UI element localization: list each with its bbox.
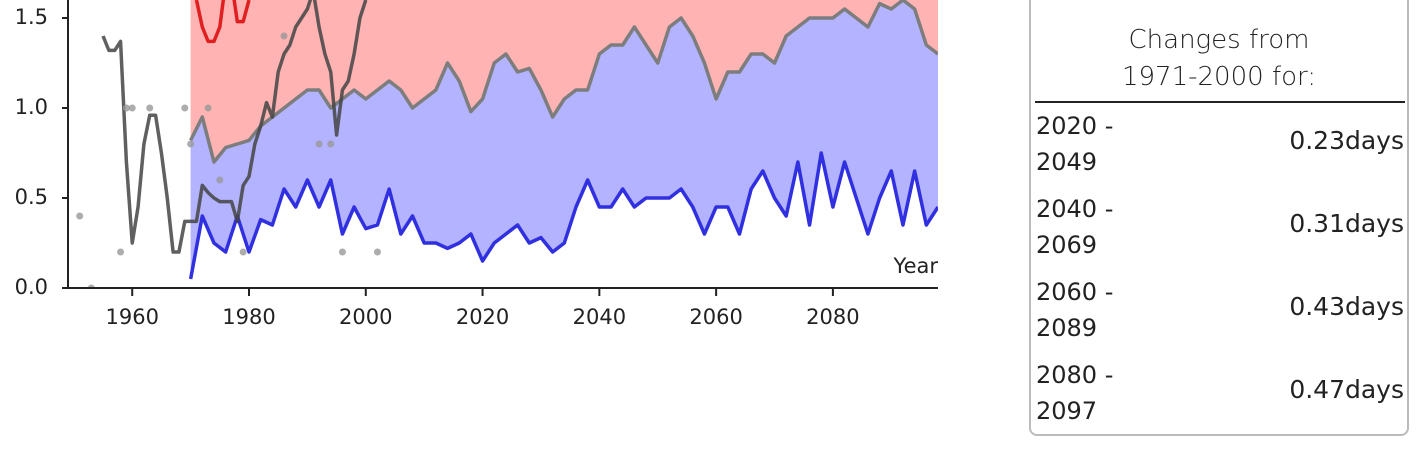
summary-panel: Changes from 1971-2000 for: 2020 - 2049 0… bbox=[1029, 0, 1409, 436]
change-value: 0.47days bbox=[1289, 375, 1404, 404]
divider bbox=[1035, 101, 1405, 103]
x-tick-label: 2040 bbox=[573, 305, 626, 329]
dot bbox=[280, 32, 288, 40]
x-tick-label: 2060 bbox=[689, 305, 742, 329]
y-tick-label: 1.0 bbox=[15, 95, 48, 119]
x-axis-label: Year bbox=[893, 254, 939, 278]
y-tick-label: 0.0 bbox=[15, 275, 48, 299]
dot bbox=[128, 104, 136, 112]
panel-title: Changes from 1971-2000 for: bbox=[1121, 25, 1317, 92]
dot bbox=[204, 104, 212, 112]
period: 2040 - 2069 bbox=[1036, 195, 1114, 259]
x-tick-label: 1980 bbox=[222, 305, 275, 329]
line bbox=[188, 151, 938, 280]
table-row: 2020 - 2049 0.23days bbox=[1036, 104, 1404, 187]
dot bbox=[373, 248, 381, 256]
period: 2020 - 2049 bbox=[1036, 112, 1114, 176]
table-row: 2080 - 2097 0.47days bbox=[1036, 353, 1404, 436]
y-tick-label: 0.5 bbox=[15, 185, 48, 209]
dot bbox=[76, 212, 84, 220]
x-tick-label: 2080 bbox=[806, 305, 859, 329]
plot-area bbox=[76, 0, 938, 288]
dot bbox=[187, 140, 195, 148]
dot bbox=[315, 140, 323, 148]
x-tick-label: 2000 bbox=[339, 305, 392, 329]
dot bbox=[338, 248, 346, 256]
table-row: 2060 - 2089 0.43days bbox=[1036, 270, 1404, 353]
y-tick-label: 1.5 bbox=[15, 5, 48, 29]
dot bbox=[122, 104, 130, 112]
line bbox=[194, 0, 251, 44]
change-value: 0.23days bbox=[1289, 126, 1404, 155]
table-row: 2040 - 2069 0.31days bbox=[1036, 187, 1404, 270]
dot bbox=[239, 248, 247, 256]
dot bbox=[117, 248, 125, 256]
change-value: 0.43days bbox=[1289, 292, 1404, 321]
line bbox=[101, 0, 368, 254]
dot bbox=[146, 104, 154, 112]
x-tick-label: 1960 bbox=[106, 305, 159, 329]
upper-band bbox=[190, 0, 938, 162]
dot bbox=[216, 176, 224, 184]
dot bbox=[327, 140, 335, 148]
chart: Year 0.0 0.5 1.0 1.5 1960 1980 2000 2020 2040 206… bbox=[15, 0, 939, 329]
change-value: 0.31days bbox=[1289, 209, 1404, 238]
period: 2060 - 2089 bbox=[1036, 278, 1114, 342]
line bbox=[189, 0, 938, 164]
period: 2080 - 2097 bbox=[1036, 361, 1114, 425]
dot bbox=[181, 104, 189, 112]
lower-band bbox=[190, 0, 938, 279]
x-tick-label: 2020 bbox=[456, 305, 509, 329]
